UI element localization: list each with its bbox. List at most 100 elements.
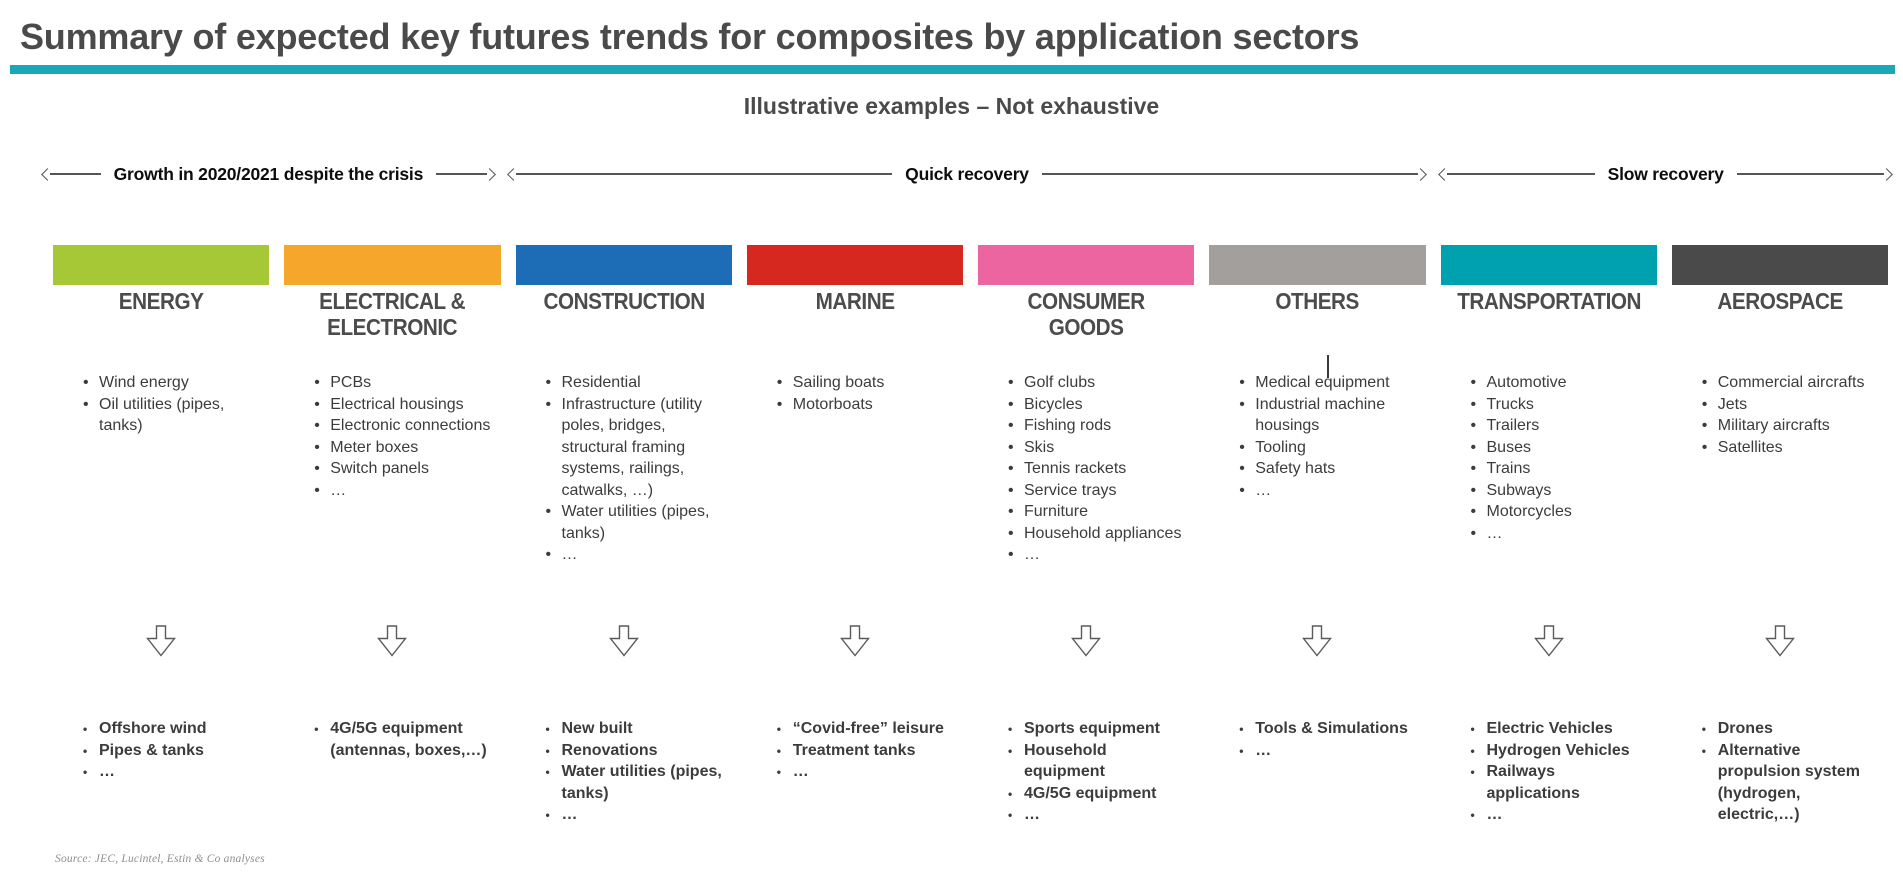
list-item: Water utilities (pipes, tanks) [546,501,722,544]
list-item: “Covid-free” leisure [777,718,957,740]
subtitle: Illustrative examples – Not exhaustive [743,93,1160,119]
down-arrow-icon [978,625,1194,657]
arrowhead-left-icon [506,167,520,181]
list-item: Satellites [1702,437,1878,459]
sector-color-bar [515,245,732,285]
future-trends-list: Offshore windPipes & tanks… [53,718,269,783]
list-item: Safety hats [1239,458,1415,480]
list-item: Fishing rods [1008,415,1184,437]
future-trends-list: “Covid-free” leisureTreatment tanks… [747,718,963,783]
phase-line [1447,173,1595,175]
list-item: Golf clubs [1008,372,1184,394]
down-arrow-icon [1672,625,1888,657]
sector-title: CONSTRUCTION [542,288,705,314]
sector-title: CONSUMER GOODS [1027,288,1146,340]
list-item: … [1471,804,1651,826]
list-item: Jets [1702,394,1878,416]
list-item: New built [546,718,726,740]
arrowhead-right-icon [482,167,496,181]
sector-color-bar [284,245,501,285]
list-item: Offshore wind [83,718,263,740]
sector-color-bar [1209,245,1426,285]
list-item: … [546,544,722,566]
list-item: Electronic connections [314,415,490,437]
down-arrow-icon [747,625,963,657]
phase-line [436,173,487,175]
list-item: Trailers [1471,415,1647,437]
arrowhead-left-icon [41,167,54,181]
list-item: Military aircrafts [1702,415,1878,437]
sector-column-marine: MARINE Sailing boatsMotorboats “Covid-fr… [746,245,963,826]
list-item: Switch panels [314,458,490,480]
current-applications-list: Wind energyOil utilities (pipes, tanks) [53,370,269,625]
phase-label: Growth in 2020/2021 despite the crisis [113,163,424,184]
list-item: Buses [1471,437,1647,459]
list-item: Industrial machine housings [1239,394,1415,437]
list-item: … [1471,523,1647,545]
future-trends-list: Tools & Simulations… [1209,718,1425,762]
sector-title: MARINE [815,288,895,314]
sector-title: ELECTRICAL & ELECTRONIC [319,288,466,340]
list-item: Household equipment [1008,740,1188,783]
list-item: Bicycles [1008,394,1184,416]
list-item: 4G/5G equipment (antennas, boxes,…) [314,718,494,761]
current-applications-list: Commercial aircraftsJetsMilitary aircraf… [1672,370,1888,625]
down-arrow-icon [516,625,732,657]
source-note: Source: JEC, Lucintel, Estin & Co analys… [55,853,265,865]
list-item: Tooling [1239,437,1415,459]
list-item: Electrical housings [314,394,490,416]
list-item: Tennis rackets [1008,458,1184,480]
list-item: Pipes & tanks [83,740,263,761]
sector-title: AEROSPACE [1717,288,1843,314]
sector-column-construction: CONSTRUCTION ResidentialInfrastructure (… [515,245,732,826]
recovery-phase-band: Growth in 2020/2021 despite the crisis Q… [41,160,1893,188]
sector-title: TRANSPORTATION [1456,288,1641,314]
down-arrow-icon [1441,625,1657,657]
list-item: Renovations [546,740,726,761]
list-item: Furniture [1008,501,1184,523]
phase-line [1736,173,1885,175]
list-item: Treatment tanks [777,740,957,761]
current-applications-list: ResidentialInfrastructure (utility poles… [516,370,732,625]
list-item: Trains [1471,458,1647,480]
arrowhead-right-icon [1880,167,1893,181]
list-item: … [83,761,263,783]
down-arrow-icon [53,625,269,657]
down-arrow-icon [284,625,500,657]
future-trends-list: DronesAlternative propulsion system (hyd… [1672,718,1888,826]
list-item: Hydrogen Vehicles [1471,740,1651,761]
list-item: PCBs [314,372,490,394]
future-trends-list: 4G/5G equipment (antennas, boxes,…) [284,718,500,761]
list-item: Electric Vehicles [1471,718,1651,740]
phase-line [50,173,101,175]
text-cursor [1327,355,1329,378]
arrowhead-right-icon [1414,167,1428,181]
list-item: … [1239,480,1415,502]
list-item: Sailing boats [777,372,953,394]
phase-growth: Growth in 2020/2021 despite the crisis [41,160,496,188]
phase-slow-recovery: Slow recovery [1438,160,1893,188]
list-item: Trucks [1471,394,1647,416]
phase-quick-recovery: Quick recovery [506,160,1428,188]
list-item: Alternative propulsion system (hydrogen,… [1702,740,1882,826]
list-item: … [1008,804,1188,826]
list-item: Commercial aircrafts [1702,372,1878,394]
list-item: … [314,480,490,502]
sector-column-transportation: TRANSPORTATION AutomotiveTrucksTrailersB… [1440,245,1657,826]
current-applications-list: AutomotiveTrucksTrailersBusesTrainsSubwa… [1441,370,1657,625]
list-item: Subways [1471,480,1647,502]
future-trends-list: New builtRenovationsWater utilities (pip… [516,718,732,826]
list-item: Residential [546,372,722,394]
list-item: Oil utilities (pipes, tanks) [83,394,259,437]
current-applications-list: Medical equipmentIndustrial machine hous… [1209,370,1425,625]
list-item: … [546,804,726,826]
list-item: Motorboats [777,394,953,416]
list-item: Drones [1702,718,1882,740]
sector-color-bar [53,245,270,285]
down-arrow-icon [1209,625,1425,657]
page-title: Summary of expected key futures trends f… [20,16,1360,57]
current-applications-list: Sailing boatsMotorboats [747,370,963,625]
list-item: … [1008,544,1184,566]
sector-color-bar [978,245,1195,285]
